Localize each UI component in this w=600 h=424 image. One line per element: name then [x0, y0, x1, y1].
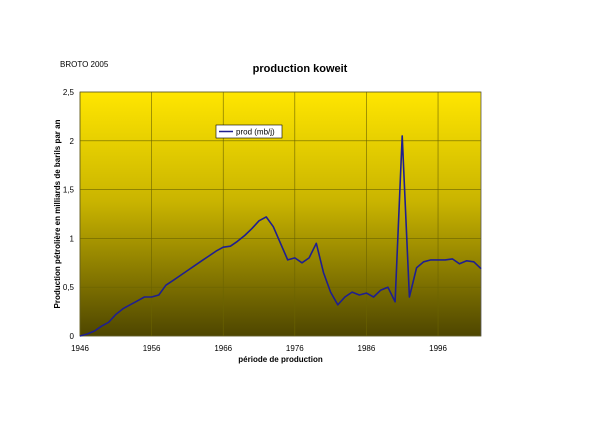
y-tick-label: 2: [70, 137, 75, 146]
legend-label: prod (mb/j): [236, 128, 275, 137]
legend-box: [215, 124, 283, 139]
legend: prod (mb/j): [215, 124, 283, 139]
y-axis-label: Production pétrolière en milliards de ba…: [53, 119, 62, 308]
x-tick-label: 1956: [143, 344, 161, 353]
x-axis-label: période de production: [238, 355, 323, 364]
x-tick-label: 1976: [286, 344, 304, 353]
series-line: [79, 135, 482, 337]
series-group: [79, 135, 482, 337]
chart-title: production koweit: [252, 63, 348, 75]
x-tick-label: 1946: [71, 344, 89, 353]
x-tick-label: 1966: [214, 344, 232, 353]
y-tick-label: 0,5: [63, 283, 75, 292]
y-tick-label: 0: [70, 332, 75, 341]
y-tick-label: 2,5: [63, 88, 75, 97]
x-tick-label: 1996: [429, 344, 447, 353]
x-tick-label: 1986: [358, 344, 376, 353]
grid-lines: [79, 91, 481, 337]
y-axis-ticks: 0 0,5 1 1,5 2 2,5: [63, 88, 75, 341]
y-tick-label: 1: [70, 234, 75, 243]
y-tick-label: 1,5: [63, 186, 75, 195]
source-note: BROTO 2005: [60, 60, 109, 69]
x-axis-ticks: 1946 1956 1966 1976 1986 1996: [71, 344, 447, 353]
